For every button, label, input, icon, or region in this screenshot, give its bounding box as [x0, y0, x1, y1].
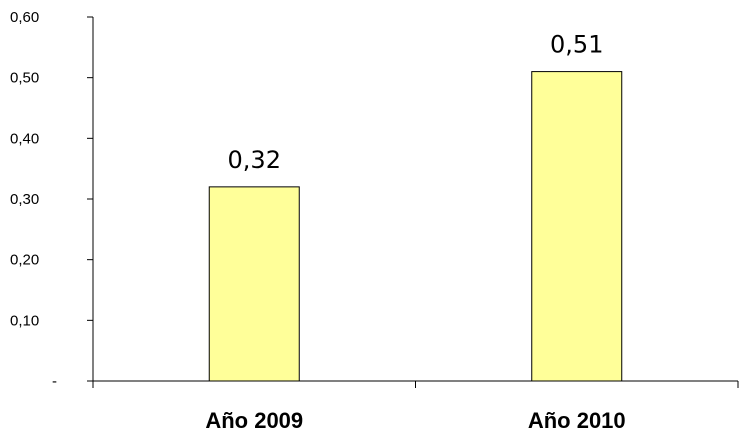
y-tick-label: 0,30 — [10, 191, 39, 208]
y-tick-label: 0,50 — [10, 70, 39, 87]
y-axis: - 0,10 0,20 0,30 0,40 0,50 0,60 — [10, 9, 94, 390]
data-label-1: 0,32 — [228, 146, 281, 174]
category-label-2: Año 2010 — [528, 408, 626, 433]
category-labels-group: Año 2009 Año 2010 — [205, 408, 625, 433]
y-tick-label: - — [52, 373, 57, 390]
bar-1 — [208, 186, 300, 382]
y-tick-label: 0,60 — [10, 9, 39, 26]
bar-2 — [531, 71, 623, 382]
data-labels-group: 0,32 0,51 — [228, 31, 604, 174]
y-tick-label: 0,20 — [10, 252, 39, 269]
y-tick-label: 0,40 — [10, 130, 39, 147]
category-label-1: Año 2009 — [205, 408, 303, 433]
bars-group — [208, 71, 623, 382]
data-label-2: 0,51 — [550, 31, 603, 59]
x-axis — [92, 380, 739, 388]
y-tick-label: 0,10 — [10, 312, 39, 329]
